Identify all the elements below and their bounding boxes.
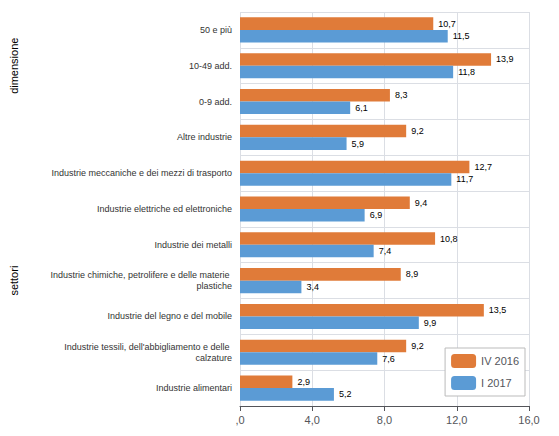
svg-text:dimensione: dimensione bbox=[8, 38, 20, 94]
svg-text:calzature: calzature bbox=[195, 353, 232, 363]
svg-text:9,2: 9,2 bbox=[411, 126, 424, 136]
svg-text:10,8: 10,8 bbox=[440, 234, 458, 244]
svg-text:Industrie dei metalli: Industrie dei metalli bbox=[154, 240, 232, 250]
svg-text:12,0: 12,0 bbox=[446, 414, 467, 426]
svg-text:13,9: 13,9 bbox=[496, 54, 514, 64]
svg-text:5,2: 5,2 bbox=[339, 389, 352, 399]
svg-text:9,9: 9,9 bbox=[424, 318, 437, 328]
svg-text:10,7: 10,7 bbox=[438, 19, 456, 29]
svg-text:4,0: 4,0 bbox=[305, 414, 320, 426]
svg-text:10-49 add.: 10-49 add. bbox=[189, 61, 232, 71]
svg-text:Industrie elettriche ed elettr: Industrie elettriche ed elettroniche bbox=[97, 204, 232, 214]
svg-text:I 2017: I 2017 bbox=[481, 377, 512, 389]
svg-text:12,7: 12,7 bbox=[474, 162, 492, 172]
svg-text:16,0: 16,0 bbox=[518, 414, 539, 426]
svg-text:7,6: 7,6 bbox=[382, 354, 395, 364]
svg-text:Industrie chimiche, petrolifer: Industrie chimiche, petrolifere e delle … bbox=[50, 270, 232, 280]
svg-text:6,1: 6,1 bbox=[355, 103, 368, 113]
svg-text:Industrie meccaniche e dei mez: Industrie meccaniche e dei mezzi di tras… bbox=[51, 168, 232, 178]
svg-text:,0: ,0 bbox=[235, 414, 244, 426]
svg-text:8,0: 8,0 bbox=[377, 414, 392, 426]
svg-text:11,5: 11,5 bbox=[453, 31, 470, 41]
svg-text:6,9: 6,9 bbox=[370, 210, 383, 220]
svg-text:IV 2016: IV 2016 bbox=[481, 355, 519, 367]
svg-text:3,4: 3,4 bbox=[306, 282, 319, 292]
svg-text:9,4: 9,4 bbox=[415, 198, 428, 208]
svg-text:settori: settori bbox=[8, 266, 20, 296]
svg-text:Industrie del legno e del mobi: Industrie del legno e del mobile bbox=[107, 311, 232, 321]
svg-text:8,3: 8,3 bbox=[395, 90, 408, 100]
svg-text:13,5: 13,5 bbox=[489, 305, 507, 315]
svg-text:Industrie alimentari: Industrie alimentari bbox=[156, 383, 232, 393]
svg-text:0-9 add.: 0-9 add. bbox=[199, 97, 232, 107]
svg-text:7,4: 7,4 bbox=[379, 246, 392, 256]
svg-text:11,8: 11,8 bbox=[458, 67, 475, 77]
svg-text:Industrie tessili, dell'abbigl: Industrie tessili, dell'abbigliamento e … bbox=[64, 342, 232, 352]
svg-text:8,9: 8,9 bbox=[406, 269, 419, 279]
svg-text:plastiche: plastiche bbox=[196, 281, 232, 291]
svg-text:Altre industrie: Altre industrie bbox=[177, 132, 232, 142]
svg-text:50 e più: 50 e più bbox=[200, 25, 232, 35]
svg-text:5,9: 5,9 bbox=[352, 139, 365, 149]
svg-text:9,2: 9,2 bbox=[411, 341, 424, 351]
svg-text:11,7: 11,7 bbox=[456, 174, 473, 184]
svg-text:2,9: 2,9 bbox=[297, 377, 310, 387]
